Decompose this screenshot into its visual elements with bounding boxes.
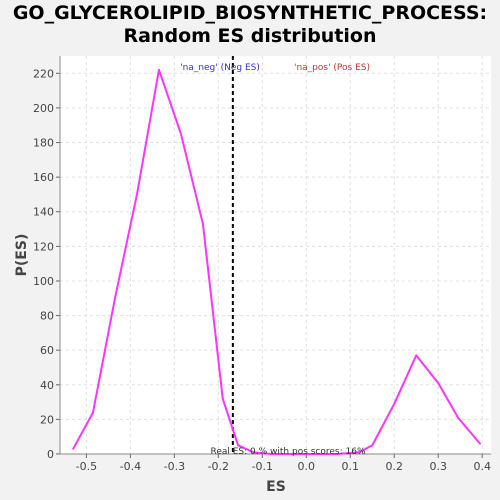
chart-title-line-1: GO_GLYCEROLIPID_BIOSYNTHETIC_PROCESS: <box>12 2 488 24</box>
es-data-point <box>237 444 240 447</box>
y-tick-label: 40 <box>40 379 54 392</box>
x-tick-label: -0.2 <box>208 460 229 473</box>
legend-pos-es: 'na_pos' (Pos ES) <box>294 63 370 73</box>
x-tick-label: 0.1 <box>342 460 360 473</box>
es-data-point <box>415 354 418 357</box>
x-tick-label: -0.3 <box>164 460 185 473</box>
y-tick-label: 200 <box>33 102 54 115</box>
es-data-point <box>371 444 374 447</box>
x-tick-label: 0.2 <box>385 460 403 473</box>
es-data-point <box>292 453 295 455</box>
x-axis-label: ES <box>266 479 286 495</box>
es-data-point <box>72 447 75 450</box>
x-tick-label: 0.0 <box>298 460 316 473</box>
x-tick-label: 0.4 <box>473 460 491 473</box>
y-tick-label: 100 <box>33 275 54 288</box>
y-tick-label: 0 <box>47 448 54 461</box>
real-es-annotation: Real ES: 0.% with pos scores: 16% <box>210 447 365 457</box>
series-layer <box>72 68 482 455</box>
chart-title-line-2: Random ES distribution <box>123 25 377 47</box>
x-tick-label: -0.4 <box>120 460 141 473</box>
y-tick-label: 60 <box>40 344 54 357</box>
es-data-point <box>314 453 317 455</box>
y-tick-label: 220 <box>33 67 54 80</box>
es-data-point <box>91 411 94 414</box>
y-tick-label: 20 <box>40 413 54 426</box>
chart-title: GO_GLYCEROLIPID_BIOSYNTHETIC_PROCESS: Ra… <box>0 2 500 48</box>
es-data-point <box>270 453 273 455</box>
legend-neg-es: 'na_neg' (Neg ES) <box>180 63 260 73</box>
es-data-point <box>157 68 160 71</box>
y-tick-label: 80 <box>40 310 54 323</box>
es-data-point <box>358 451 361 454</box>
es-data-point <box>221 397 224 400</box>
es-data-point <box>437 382 440 385</box>
grid-lines <box>60 56 491 455</box>
y-tick-label: 160 <box>33 171 54 184</box>
es-data-point <box>393 402 396 405</box>
x-tick-label: 0.3 <box>429 460 447 473</box>
y-tick-label: 120 <box>33 240 54 253</box>
y-tick-label: 140 <box>33 206 54 219</box>
es-data-point <box>479 442 482 445</box>
es-data-point <box>113 297 116 300</box>
es-data-point <box>201 222 204 225</box>
x-tick-label: -0.1 <box>252 460 273 473</box>
y-tick-label: 180 <box>33 137 54 150</box>
y-axis-label: P(ES) <box>14 234 30 277</box>
es-data-point <box>457 416 460 419</box>
x-tick-label: -0.5 <box>76 460 97 473</box>
es-data-point <box>135 193 138 196</box>
es-data-point <box>252 451 255 454</box>
es-data-point <box>179 132 182 135</box>
es-data-point <box>336 453 339 455</box>
tick-labels: -0.5 -0.4 -0.3 -0.2 -0.1 0.0 0.1 0.2 0.3 0.4 0 20 40… <box>33 67 491 473</box>
plot-area <box>60 56 491 454</box>
